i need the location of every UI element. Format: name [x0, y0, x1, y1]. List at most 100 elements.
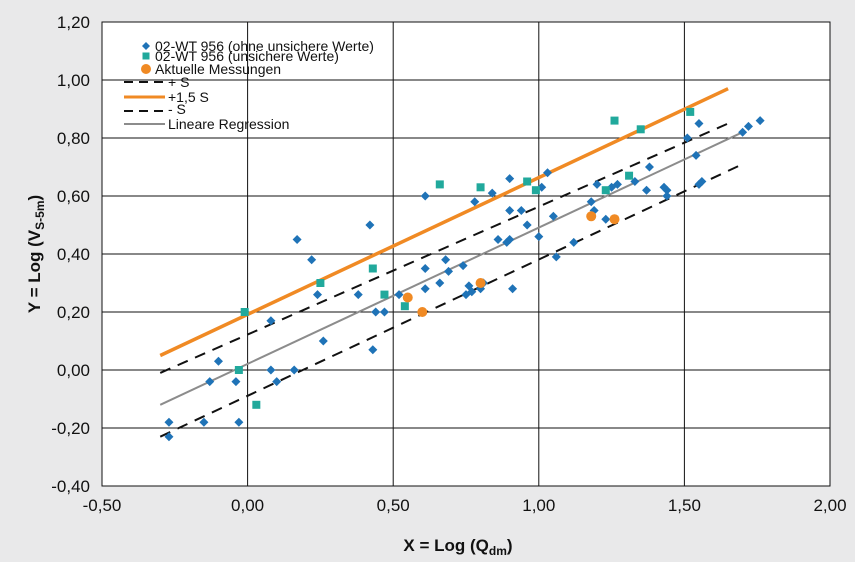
data-point-diamond [551, 252, 561, 262]
data-point-diamond [164, 417, 174, 427]
data-point-square [435, 180, 444, 189]
data-point-diamond [569, 237, 579, 247]
data-point-diamond [318, 336, 328, 346]
data-point-diamond [368, 345, 378, 355]
y-tick-label: 0,80 [57, 129, 90, 148]
x-tick-label: 0,50 [377, 496, 410, 515]
data-point-diamond [365, 220, 375, 230]
data-point-diamond [691, 150, 701, 160]
legend-label-minus-s: - S [168, 101, 186, 117]
series-line-3 [159, 122, 729, 374]
y-axis-title-main: Y = Log (V [25, 229, 44, 313]
legend-label-regression: Lineare Regression [168, 116, 289, 132]
legend-label-aktuell: Aktuelle Messungen [155, 61, 281, 77]
data-point-square [601, 186, 610, 195]
data-point-square [234, 366, 243, 374]
y-axis-title: Y = Log (VS-5m) [25, 195, 47, 313]
data-point-diamond [394, 290, 404, 300]
data-point-diamond [420, 191, 430, 201]
data-point-diamond [353, 290, 363, 300]
data-point-diamond [371, 307, 381, 317]
data-point-diamond [493, 235, 503, 244]
data-point-diamond [420, 284, 430, 294]
data-point-diamond [289, 365, 299, 375]
x-tick-label: -0,50 [83, 496, 122, 515]
data-point-square [400, 302, 409, 311]
y-tick-label: 0,60 [57, 187, 90, 206]
data-point-square [476, 183, 485, 192]
data-point-diamond [592, 179, 602, 189]
y-tick-label: 1,00 [57, 71, 90, 90]
data-point-diamond [307, 255, 317, 265]
x-axis-title-end: ) [507, 536, 513, 555]
data-point-diamond [505, 235, 515, 244]
y-tick-label: -0,40 [51, 477, 90, 496]
x-tick-label: 1,00 [522, 496, 555, 515]
series-line-5 [159, 163, 744, 438]
data-point-diamond [522, 220, 532, 230]
data-point-diamond [505, 174, 515, 184]
x-axis-title: X = Log (Qdm) [403, 536, 512, 558]
data-point-diamond [508, 284, 518, 294]
data-point-diamond [205, 377, 215, 387]
series-lines [159, 87, 744, 438]
data-point-square [625, 171, 634, 180]
data-point-diamond [682, 133, 692, 143]
data-point-diamond [743, 121, 753, 131]
x-axis-title-main: X = Log (Q [403, 536, 488, 555]
legend-marker-square [142, 52, 150, 60]
data-point-square [610, 116, 619, 125]
data-point-square [380, 290, 389, 299]
data-point-square [316, 279, 325, 287]
data-point-diamond [266, 365, 276, 375]
data-point-diamond [231, 377, 241, 387]
data-point-diamond [694, 119, 704, 128]
data-point-diamond [234, 417, 244, 427]
legend-marker-circle [141, 64, 151, 74]
data-point-diamond [738, 127, 748, 137]
data-point-square [636, 125, 645, 134]
data-point-diamond [505, 206, 515, 215]
plot-frame [101, 21, 831, 487]
data-point-diamond [213, 356, 223, 366]
legend: 02-WT 956 (ohne unsichere Werte) 02-WT 9… [124, 38, 374, 132]
data-point-diamond [272, 377, 282, 387]
data-point-diamond [601, 214, 611, 224]
series-points [164, 107, 765, 442]
data-point-diamond [467, 287, 477, 297]
legend-label-plus-s: + S [168, 74, 189, 90]
y-tick-label: -0,20 [51, 419, 90, 438]
x-axis-ticks: -0,50 0,00 0,50 1,00 1,50 2,00 [83, 496, 847, 515]
series-line-6 [159, 131, 744, 406]
data-point-diamond [612, 179, 622, 189]
x-tick-label: 2,00 [813, 496, 846, 515]
data-point-diamond [644, 162, 654, 172]
data-point-diamond [441, 255, 451, 265]
data-point-diamond [312, 290, 322, 300]
x-tick-label: 0,00 [231, 496, 264, 515]
data-point-circle [475, 278, 486, 288]
data-point-diamond [642, 185, 652, 195]
data-point-square [240, 308, 249, 316]
y-axis-title-sub: S-5m [33, 201, 47, 230]
legend-label-ohne: 02-WT 956 (ohne unsichere Werte) [155, 38, 374, 54]
data-point-diamond [586, 197, 596, 207]
data-point-square [368, 264, 377, 273]
data-point-circle [417, 307, 428, 317]
data-point-diamond [444, 266, 454, 276]
data-point-diamond [420, 264, 430, 273]
legend-label-plus-15s: +1,5 S [168, 89, 209, 105]
y-tick-label: 0,40 [57, 245, 90, 264]
data-point-diamond [435, 278, 445, 288]
data-point-circle [609, 214, 620, 225]
data-point-diamond [458, 261, 468, 271]
data-point-diamond [548, 211, 558, 221]
data-point-square [252, 400, 261, 409]
data-point-diamond [697, 177, 707, 186]
data-point-diamond [662, 185, 672, 195]
data-point-circle [402, 292, 413, 303]
data-point-diamond [199, 417, 209, 427]
data-point-diamond [755, 116, 765, 126]
y-tick-label: 0,20 [57, 303, 90, 322]
